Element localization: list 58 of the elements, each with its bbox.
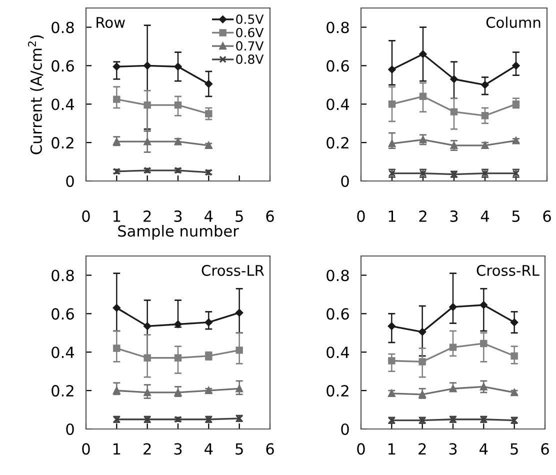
x-tick-label: 0 [82, 443, 90, 455]
legend-label: 0.7V [236, 41, 264, 51]
y-tick-label: 0.8 [52, 22, 74, 34]
y-tick-label: 0.6 [326, 60, 349, 72]
y-tick-label: 0 [66, 175, 74, 188]
legend-label: 0.5V [236, 14, 264, 24]
x-tick-label: 6 [541, 443, 549, 455]
x-tick-label: 1 [388, 210, 396, 222]
x-tick-label: 4 [204, 210, 213, 222]
x-tick-label: 6 [543, 210, 551, 222]
x-tick-label: 1 [113, 210, 120, 222]
y-tick-label: 0.2 [52, 137, 74, 149]
x-tick-label: 5 [236, 210, 243, 222]
x-tick-label: 3 [449, 443, 457, 455]
y-tick-label: 0.4 [52, 98, 74, 110]
x-tick-label: 4 [480, 210, 490, 222]
x-tick-label: 2 [144, 443, 151, 454]
x-tick-label: 3 [174, 210, 182, 222]
chart-title: Column [486, 16, 540, 28]
x-tick-label: 0 [82, 210, 90, 222]
x-tick-label: 3 [174, 443, 182, 455]
legend-label: 0.8V [236, 54, 264, 64]
y-tick-label: 0.8 [326, 22, 349, 34]
y-tick-label: 0.4 [326, 346, 350, 358]
legend-label: 0.6V [236, 28, 264, 38]
y-tick-label: 0.6 [52, 60, 74, 72]
x-tick-label: 2 [418, 443, 426, 454]
x-tick-label: 4 [204, 443, 213, 454]
x-tick-label: 6 [266, 443, 274, 455]
x-tick-label: 5 [236, 443, 243, 455]
y-tick-label: 0.8 [326, 270, 349, 282]
x-tick-label: 0 [357, 210, 365, 222]
y-tick-label: 0.2 [326, 137, 348, 149]
y-tick-label: 0.6 [52, 308, 74, 320]
chart-title: Cross-RL [476, 264, 540, 276]
x-tick-label: 5 [510, 443, 518, 455]
x-tick-label: 0 [357, 443, 365, 455]
x-tick-label: 1 [388, 443, 396, 454]
x-tick-label: 6 [266, 210, 274, 222]
x-axis-title: Sample number [118, 224, 239, 240]
y-axis-title: Current (A/cm$^{2}$) [28, 35, 44, 154]
y-tick-label: 0 [66, 423, 74, 436]
y-tick-label: 0.2 [326, 385, 348, 397]
y-tick-label: 0 [341, 175, 349, 188]
x-tick-label: 5 [512, 210, 520, 222]
y-tick-label: 0 [341, 423, 349, 436]
chart-title: Cross-LR [202, 264, 264, 276]
y-tick-label: 0.6 [326, 308, 349, 320]
y-tick-label: 0.2 [52, 385, 74, 397]
chart-title: Row [96, 17, 125, 28]
y-tick-label: 0.4 [52, 346, 74, 358]
x-tick-label: 3 [450, 210, 458, 222]
x-tick-label: 2 [419, 210, 426, 222]
y-tick-label: 0.4 [326, 98, 350, 110]
y-tick-label: 0.8 [52, 270, 74, 282]
x-tick-label: 4 [480, 443, 488, 454]
x-tick-label: 1 [113, 443, 120, 454]
x-tick-label: 2 [144, 210, 151, 222]
